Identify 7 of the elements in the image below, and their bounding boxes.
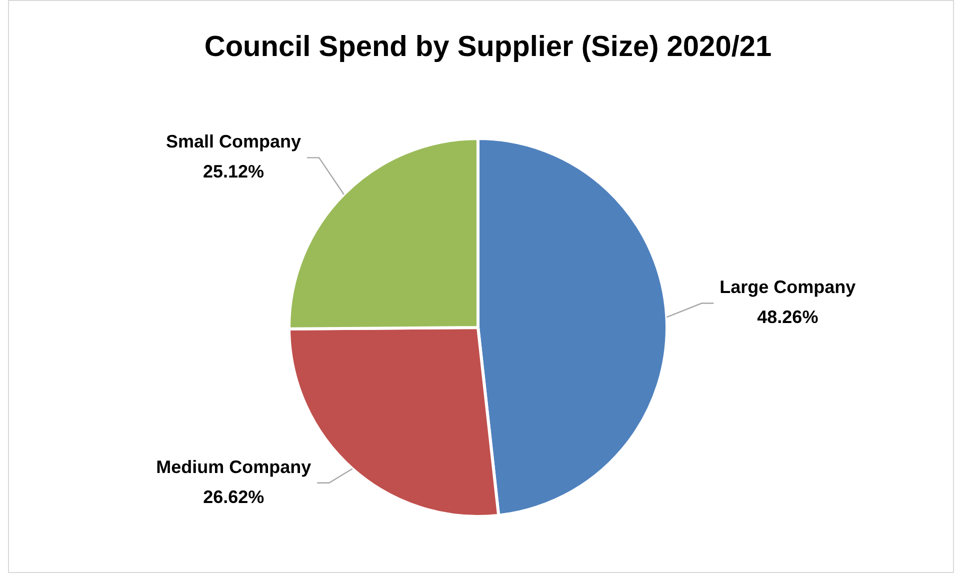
slice-label: Small Company: [166, 132, 302, 152]
data-label: 26.62%: [203, 486, 264, 507]
chart-title: Council Spend by Supplier (Size) 2020/21: [204, 31, 772, 63]
data-label: 25.12%: [202, 162, 264, 182]
slice-label: Medium Company: [156, 456, 312, 477]
data-label: 48.26%: [757, 307, 818, 328]
slice-label: Large Company: [720, 277, 856, 298]
